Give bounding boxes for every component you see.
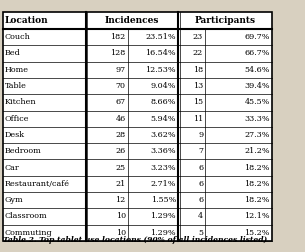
Text: 21: 21 <box>115 180 126 188</box>
Text: 33.3%: 33.3% <box>244 115 270 123</box>
Text: Car: Car <box>5 164 20 172</box>
Text: 27.3%: 27.3% <box>244 131 270 139</box>
Text: 18.2%: 18.2% <box>244 164 270 172</box>
Text: 25: 25 <box>116 164 126 172</box>
Text: 5.94%: 5.94% <box>151 115 176 123</box>
Text: 2.71%: 2.71% <box>151 180 176 188</box>
Text: 15.2%: 15.2% <box>244 229 270 237</box>
Text: 6: 6 <box>198 196 203 204</box>
Text: 13: 13 <box>193 82 203 90</box>
Text: Restaurant/café: Restaurant/café <box>5 180 70 188</box>
Text: 28: 28 <box>116 131 126 139</box>
Text: 70: 70 <box>116 82 126 90</box>
Text: 54.6%: 54.6% <box>244 66 270 74</box>
Text: 22: 22 <box>193 49 203 57</box>
Text: Table 2. Top tablet use locations (90% of all incidences listed): Table 2. Top tablet use locations (90% o… <box>3 236 267 244</box>
Text: 46: 46 <box>115 115 126 123</box>
Text: 3.23%: 3.23% <box>150 164 176 172</box>
Text: 18.2%: 18.2% <box>244 196 270 204</box>
Text: 4: 4 <box>198 212 203 220</box>
Text: 15: 15 <box>193 98 203 106</box>
Text: Bedroom: Bedroom <box>5 147 42 155</box>
Text: 1.29%: 1.29% <box>150 212 176 220</box>
Text: Classroom: Classroom <box>5 212 48 220</box>
Text: 1.29%: 1.29% <box>150 229 176 237</box>
Text: 10: 10 <box>116 212 126 220</box>
Text: 39.4%: 39.4% <box>244 82 270 90</box>
Text: 11: 11 <box>193 115 203 123</box>
Text: 1.55%: 1.55% <box>151 196 176 204</box>
Text: Couch: Couch <box>5 33 31 41</box>
Text: Participants: Participants <box>195 16 256 25</box>
Text: 182: 182 <box>110 33 126 41</box>
Text: 45.5%: 45.5% <box>245 98 270 106</box>
Text: 12.53%: 12.53% <box>145 66 176 74</box>
Text: 3.36%: 3.36% <box>150 147 176 155</box>
Text: Desk: Desk <box>5 131 25 139</box>
Text: Commuting: Commuting <box>5 229 52 237</box>
Text: 18: 18 <box>193 66 203 74</box>
Text: 21.2%: 21.2% <box>244 147 270 155</box>
Text: 8.66%: 8.66% <box>151 98 176 106</box>
Text: 66.7%: 66.7% <box>244 49 270 57</box>
Text: Home: Home <box>5 66 29 74</box>
Text: 9: 9 <box>198 131 203 139</box>
Text: 6: 6 <box>198 164 203 172</box>
Text: Kitchen: Kitchen <box>5 98 37 106</box>
Text: 9.04%: 9.04% <box>151 82 176 90</box>
Text: 23: 23 <box>193 33 203 41</box>
Text: Incidences: Incidences <box>105 16 159 25</box>
Text: 97: 97 <box>116 66 126 74</box>
Text: 12.1%: 12.1% <box>244 212 270 220</box>
Text: Office: Office <box>5 115 30 123</box>
Text: Location: Location <box>5 16 48 25</box>
Text: 128: 128 <box>110 49 126 57</box>
Text: 69.7%: 69.7% <box>244 33 270 41</box>
Text: 26: 26 <box>115 147 126 155</box>
Text: 10: 10 <box>116 229 126 237</box>
Text: 23.51%: 23.51% <box>145 33 176 41</box>
Text: 5: 5 <box>198 229 203 237</box>
Text: 18.2%: 18.2% <box>244 180 270 188</box>
Text: 3.62%: 3.62% <box>150 131 176 139</box>
Text: 7: 7 <box>198 147 203 155</box>
Text: 67: 67 <box>116 98 126 106</box>
Text: 16.54%: 16.54% <box>145 49 176 57</box>
Text: Bed: Bed <box>5 49 21 57</box>
Text: 6: 6 <box>198 180 203 188</box>
Text: 12: 12 <box>115 196 126 204</box>
Text: Gym: Gym <box>5 196 23 204</box>
Text: Table: Table <box>5 82 27 90</box>
